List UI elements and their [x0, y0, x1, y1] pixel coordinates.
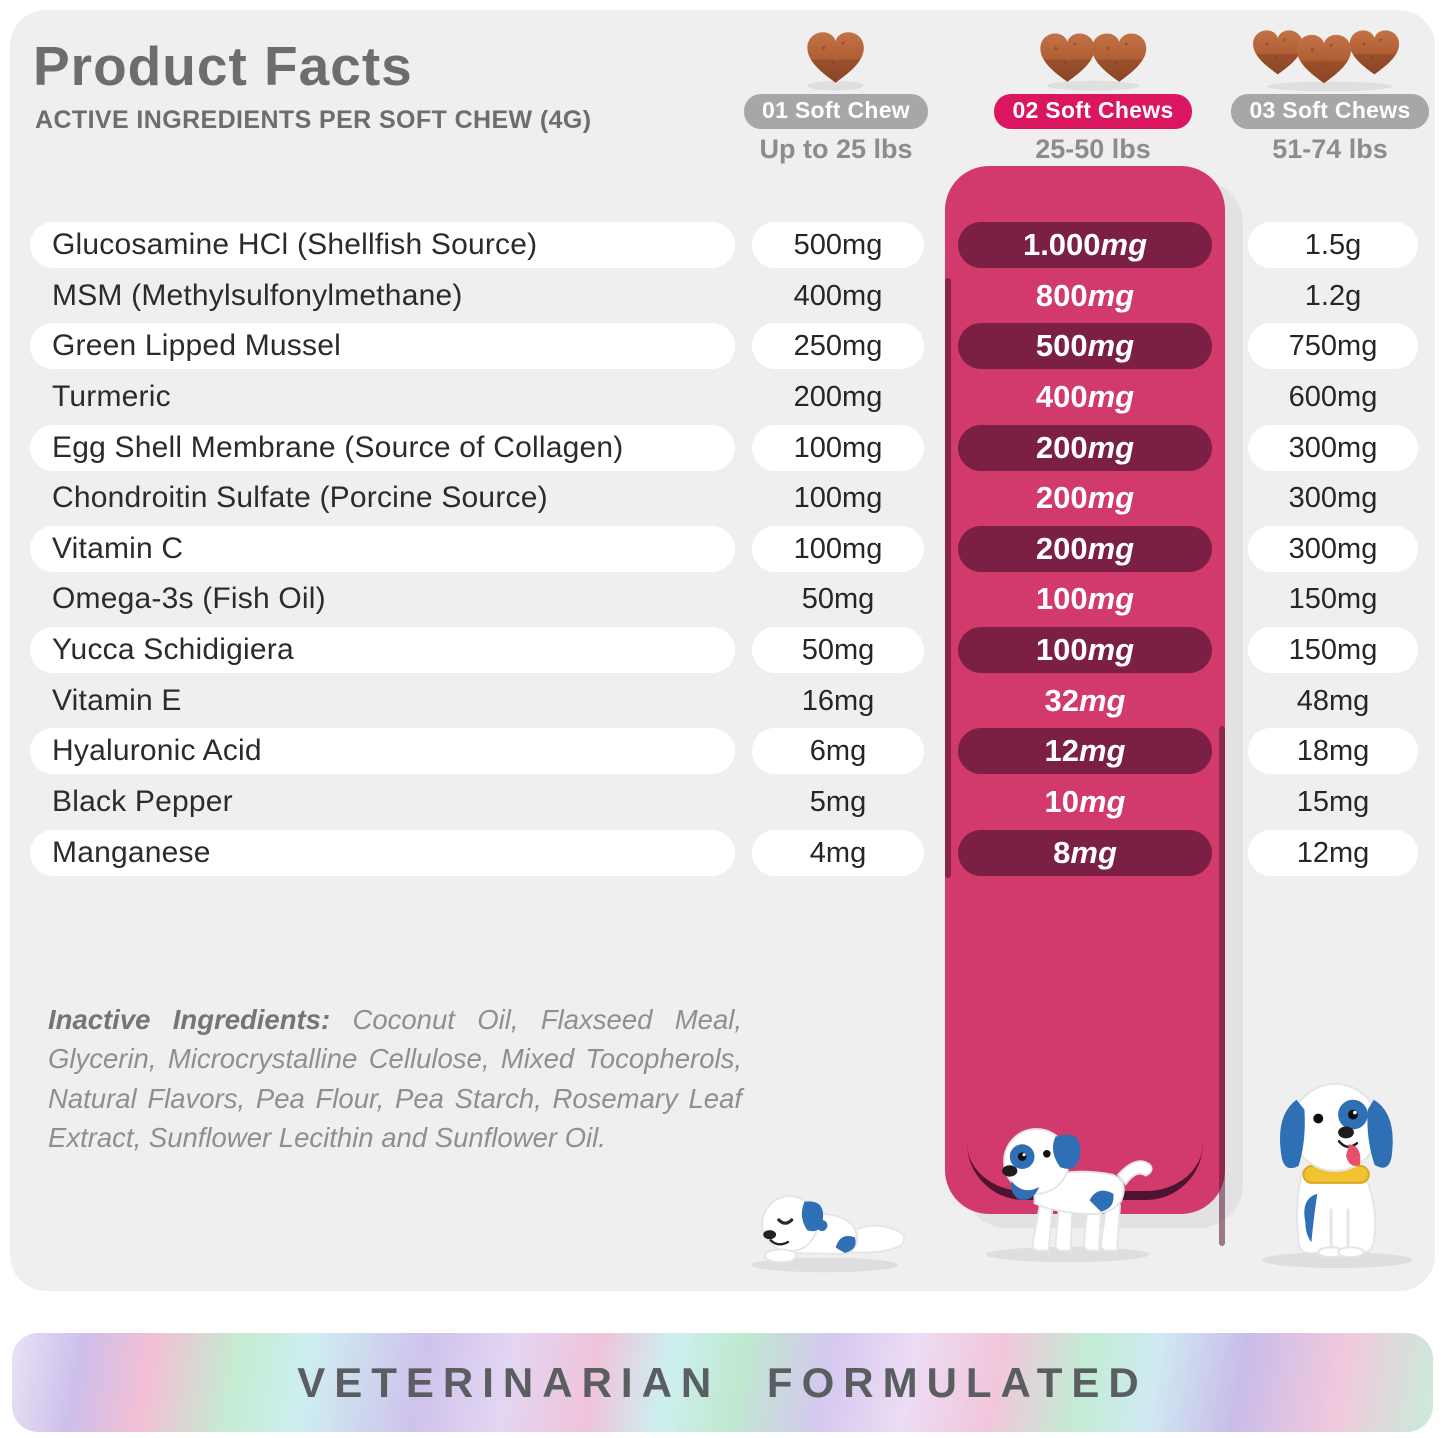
dose-3-value: 300mg — [1288, 482, 1378, 515]
table-row: Manganese 4mg 8mg 12mg — [30, 829, 1418, 876]
table-row: Omega-3s (Fish Oil) 50mg 100mg 150mg — [30, 576, 1415, 622]
veterinarian-formulated-banner: VETERINARIAN FORMULATED — [12, 1333, 1433, 1432]
banner-text: VETERINARIAN FORMULATED — [297, 1358, 1148, 1406]
dose-3-value: 600mg — [1288, 380, 1378, 413]
dose-3-value: 1.2g — [1304, 279, 1362, 312]
dose-3-value: 18mg — [1248, 728, 1418, 775]
ingredient-name: Vitamin E — [52, 683, 182, 717]
dose-2-value: 400mg — [1035, 378, 1135, 414]
chew-icons — [696, 18, 976, 92]
dose-3-value: 150mg — [1288, 583, 1378, 616]
dose-1-value: 100mg — [793, 482, 883, 515]
dose-3-value: 300mg — [1248, 525, 1418, 572]
dose-2-value: 8mg — [945, 829, 1225, 876]
ingredient-name: Egg Shell Membrane (Source of Collagen) — [30, 424, 735, 471]
dose-count-pill: 03 Soft Chews — [1231, 94, 1429, 129]
table-row: Green Lipped Mussel 250mg 500mg 750mg — [30, 323, 1418, 370]
dose-2-value: 100mg — [1035, 581, 1135, 617]
chew-icons — [953, 18, 1233, 92]
ingredient-name: Chondroitin Sulfate (Porcine Source) — [52, 481, 548, 515]
dog-sitting-illustration — [1248, 1072, 1426, 1270]
dose-1-value: 50mg — [801, 583, 875, 616]
ingredient-name: Turmeric — [52, 379, 171, 413]
ingredient-name: Vitamin C — [30, 525, 735, 572]
dose-1-value: 400mg — [793, 279, 883, 312]
dose-2-value: 32mg — [1044, 682, 1126, 718]
puppy-walking-illustration — [968, 1112, 1168, 1264]
ingredient-name: Yucca Schidigiera — [30, 627, 735, 674]
dose-3-value: 300mg — [1248, 424, 1418, 471]
dose-1-value: 250mg — [752, 323, 924, 370]
dose-1-value: 100mg — [752, 525, 924, 572]
dose-2-value: 200mg — [945, 424, 1225, 471]
soft-chew-icon — [807, 32, 865, 91]
inactive-ingredients-label: Inactive Ingredients: — [48, 1004, 331, 1035]
dose-2-value: 200mg — [1035, 480, 1135, 516]
dose-1-value: 5mg — [809, 786, 867, 819]
weight-range-label: Up to 25 lbs — [759, 134, 913, 164]
dose-count-pill: 02 Soft Chews — [994, 94, 1192, 129]
inactive-ingredients: Inactive Ingredients: Coconut Oil, Flaxs… — [48, 1004, 742, 1153]
ingredient-name: Omega-3s (Fish Oil) — [52, 582, 326, 616]
dose-3-value: 150mg — [1248, 627, 1418, 674]
dose-1-value: 4mg — [752, 829, 924, 876]
dose-1-value: 500mg — [752, 222, 924, 268]
chew-icons — [1190, 18, 1445, 92]
dose-3-value: 48mg — [1296, 684, 1370, 717]
dose-2-value: 100mg — [945, 627, 1225, 674]
table-row: Glucosamine HCl (Shellfish Source) 500mg 1… — [30, 222, 1418, 268]
dose-1-value: 50mg — [752, 627, 924, 674]
ingredient-name: Green Lipped Mussel — [30, 323, 735, 370]
ingredient-name: Black Pepper — [52, 785, 233, 819]
table-row: Turmeric 200mg 400mg 600mg — [30, 374, 1415, 420]
dose-1-value: 6mg — [752, 728, 924, 775]
ingredient-name: Glucosamine HCl (Shellfish Source) — [30, 222, 735, 268]
dose-count-pill: 01 Soft Chew — [743, 94, 928, 129]
dose-column-header-2: 02 Soft Chews 25-50 lbs — [953, 18, 1233, 165]
table-row: Vitamin E 16mg 32mg 48mg — [30, 678, 1415, 724]
table-row: Black Pepper 5mg 10mg 15mg — [30, 779, 1415, 825]
dose-2-value: 800mg — [1035, 277, 1135, 313]
dose-1-value: 16mg — [801, 684, 875, 717]
dose-2-value: 12mg — [945, 728, 1225, 775]
table-row: Hyaluronic Acid 6mg 12mg 18mg — [30, 728, 1418, 775]
weight-range-label: 51-74 lbs — [1272, 134, 1388, 164]
dose-3-value: 750mg — [1248, 323, 1418, 370]
dose-1-value: 200mg — [793, 380, 883, 413]
ingredients-table: Glucosamine HCl (Shellfish Source) 500mg 1… — [30, 222, 1418, 876]
band-seam-left — [945, 278, 951, 878]
dose-2-value: 10mg — [1044, 784, 1126, 820]
dose-3-value: 1.5g — [1248, 222, 1418, 268]
table-row: Egg Shell Membrane (Source of Collagen) 1… — [30, 424, 1418, 471]
dose-2-value: 200mg — [945, 525, 1225, 572]
soft-chews-3-icon — [1253, 30, 1400, 92]
ingredient-name: MSM (Methylsulfonylmethane) — [52, 278, 463, 312]
dose-1-value: 100mg — [752, 424, 924, 471]
dose-2-value: 500mg — [945, 323, 1225, 370]
dose-column-header-1: 01 Soft Chew Up to 25 lbs — [696, 18, 976, 165]
page-title: Product Facts — [33, 35, 413, 97]
weight-range-label: 25-50 lbs — [1035, 134, 1151, 164]
puppy-lying-illustration — [733, 1165, 916, 1275]
band-seam-right — [1219, 726, 1225, 1246]
ingredient-name: Manganese — [30, 829, 735, 876]
table-row: Yucca Schidigiera 50mg 100mg 150mg — [30, 627, 1418, 674]
dose-column-header-3: 03 Soft Chews 51-74 lbs — [1190, 18, 1445, 165]
soft-chews-2-icon — [1040, 33, 1146, 91]
dose-3-value: 15mg — [1296, 786, 1370, 819]
table-row: MSM (Methylsulfonylmethane) 400mg 800mg 1.2… — [30, 273, 1415, 319]
ingredient-name: Hyaluronic Acid — [30, 728, 735, 775]
dose-2-value: 1.000mg — [945, 222, 1225, 268]
dose-3-value: 12mg — [1248, 829, 1418, 876]
table-row: Chondroitin Sulfate (Porcine Source) 100m… — [30, 475, 1415, 521]
table-row: Vitamin C 100mg 200mg 300mg — [30, 525, 1418, 572]
page-subtitle: ACTIVE INGREDIENTS PER SOFT CHEW (4G) — [35, 106, 592, 134]
